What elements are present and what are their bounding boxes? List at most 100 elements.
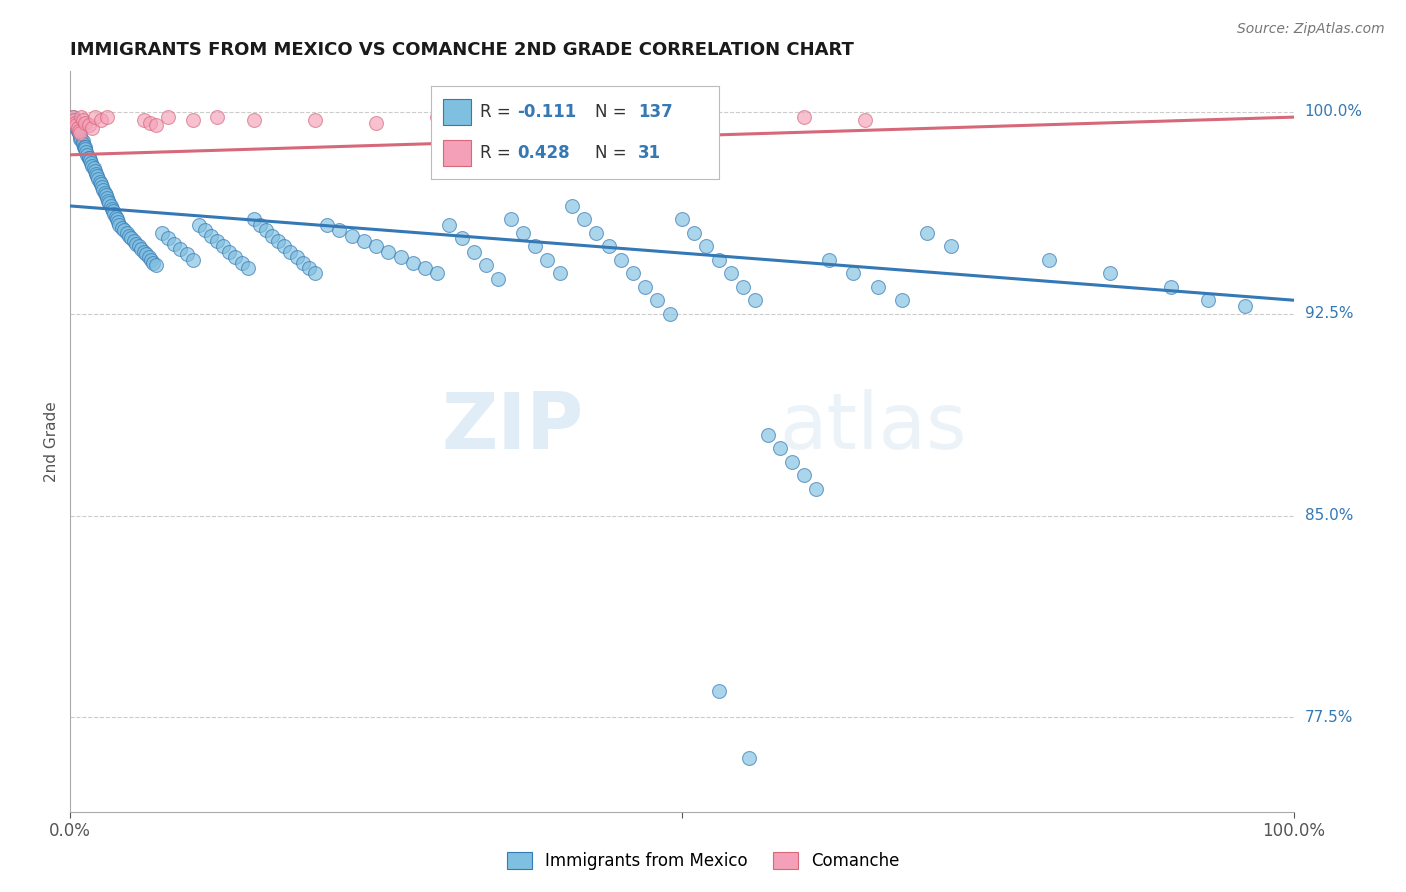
Point: [69, 126, 91, 140]
Point: [280, 244, 302, 259]
Point: [205, 234, 228, 248]
Point: [273, 239, 295, 253]
Point: [67, 123, 90, 137]
Point: [145, 258, 167, 272]
Point: [132, 112, 155, 127]
Point: [866, 279, 889, 293]
Point: [63, 115, 86, 129]
Point: [75, 145, 97, 160]
Point: [658, 307, 681, 321]
Point: [139, 115, 162, 129]
Point: [231, 255, 253, 269]
Point: [91, 183, 114, 197]
Point: [77, 151, 100, 165]
Point: [63, 112, 86, 127]
Point: [738, 751, 761, 765]
Point: [194, 223, 217, 237]
Point: [1197, 293, 1219, 308]
Point: [353, 234, 375, 248]
Point: [176, 247, 198, 261]
Point: [169, 242, 191, 256]
Point: [298, 260, 321, 275]
Point: [475, 112, 498, 127]
Point: [103, 207, 125, 221]
Point: [683, 226, 706, 240]
Point: [132, 244, 155, 259]
Point: [366, 115, 388, 129]
Point: [200, 228, 222, 243]
Point: [72, 134, 94, 148]
Point: [181, 252, 204, 267]
Point: [707, 252, 730, 267]
Point: [634, 279, 657, 293]
Point: [855, 112, 877, 127]
Point: [291, 255, 314, 269]
Point: [389, 250, 412, 264]
Point: [450, 231, 472, 245]
Point: [439, 218, 461, 232]
Point: [212, 239, 235, 253]
Point: [135, 247, 157, 261]
Point: [82, 120, 104, 135]
Point: [80, 156, 103, 170]
Point: [671, 212, 693, 227]
Point: [488, 271, 510, 285]
Point: [115, 226, 138, 240]
Point: [72, 112, 94, 127]
Point: [891, 293, 914, 308]
Point: [236, 260, 259, 275]
Point: [769, 442, 792, 456]
Point: [1099, 266, 1122, 280]
Point: [104, 210, 127, 224]
Point: [475, 258, 498, 272]
Point: [94, 188, 117, 202]
Point: [610, 252, 633, 267]
Point: [107, 215, 129, 229]
Point: [536, 252, 558, 267]
Point: [108, 218, 131, 232]
Point: [328, 223, 350, 237]
Text: ZIP: ZIP: [441, 389, 583, 465]
Point: [262, 228, 284, 243]
Point: [63, 112, 86, 127]
Point: [733, 279, 755, 293]
Point: [267, 234, 290, 248]
Point: [97, 194, 120, 208]
Text: IMMIGRANTS FROM MEXICO VS COMANCHE 2ND GRADE CORRELATION CHART: IMMIGRANTS FROM MEXICO VS COMANCHE 2ND G…: [70, 41, 855, 59]
Point: [67, 126, 90, 140]
Point: [548, 266, 571, 280]
Point: [101, 204, 124, 219]
Y-axis label: 2nd Grade: 2nd Grade: [44, 401, 59, 482]
Point: [90, 178, 112, 192]
Point: [1160, 279, 1182, 293]
Point: [720, 266, 742, 280]
Point: [163, 236, 186, 251]
Point: [304, 266, 326, 280]
Point: [181, 112, 204, 127]
Point: [744, 293, 766, 308]
Point: [598, 239, 620, 253]
Point: [243, 112, 266, 127]
Point: [65, 118, 87, 132]
Point: [98, 196, 121, 211]
Point: [1233, 299, 1256, 313]
Point: [100, 199, 122, 213]
Point: [86, 169, 108, 184]
Point: [842, 266, 865, 280]
Point: [548, 110, 571, 124]
Point: [105, 212, 128, 227]
Point: [377, 244, 399, 259]
Point: [150, 226, 173, 240]
Point: [70, 131, 93, 145]
Legend: Immigrants from Mexico, Comanche: Immigrants from Mexico, Comanche: [501, 845, 905, 877]
Point: [793, 110, 815, 124]
Point: [426, 266, 449, 280]
Point: [111, 220, 134, 235]
Point: [512, 226, 534, 240]
Text: 92.5%: 92.5%: [1305, 306, 1353, 321]
Point: [499, 212, 522, 227]
Point: [125, 236, 148, 251]
Point: [413, 260, 436, 275]
Point: [122, 234, 145, 248]
Point: [817, 252, 839, 267]
